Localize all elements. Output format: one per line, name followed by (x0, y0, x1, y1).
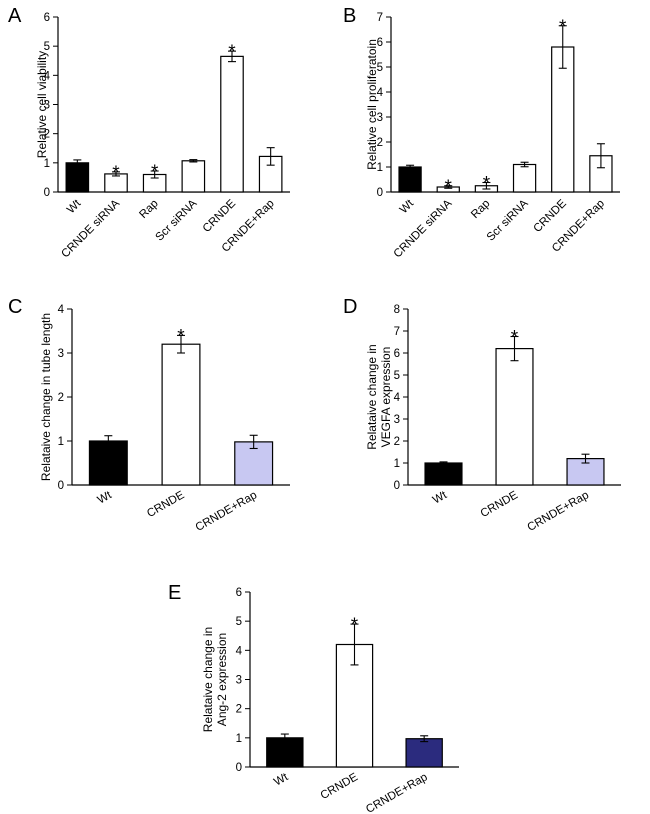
significance-star: * (511, 328, 519, 349)
x-tick-label-e-1: CRNDE (319, 771, 361, 802)
bar-a-4 (220, 55, 244, 193)
y-tick-label: 0 (377, 187, 383, 199)
x-tick-label-d-2: CRNDE+Rap (526, 489, 591, 534)
y-tick-label: 5 (394, 370, 400, 382)
panel-letter-a: A (8, 5, 22, 27)
y-tick-label: 2 (58, 392, 64, 404)
y-tick-label: 6 (44, 12, 50, 24)
bar-c-2 (234, 441, 274, 486)
significance-star: * (445, 177, 453, 198)
x-tick-label-c-1: CRNDE (145, 489, 187, 520)
bar-e-2 (405, 738, 443, 768)
y-tick-label: 3 (58, 348, 64, 360)
y-tick-label: 3 (236, 675, 242, 687)
y-tick-label: 5 (44, 41, 50, 53)
y-axis-label-line: Relataive change in (201, 627, 215, 732)
bar-c-1 (161, 343, 201, 486)
y-tick-label: 4 (44, 70, 51, 82)
bar-e-1 (335, 643, 374, 768)
y-tick-label: 0 (394, 480, 400, 492)
bar-b-0 (398, 166, 422, 193)
y-axis-label-e: Relataive change inAng-2 expression (201, 627, 229, 732)
panel-c: C 0 1 2 3 4 Relataive change in tube length Wt *… (8, 296, 290, 534)
y-axis-label-line: VEGFA expression (379, 347, 393, 448)
panel-b: B 0 1 2 3 4 5 6 7 Relative cell proliferatoin Wt * C… (343, 5, 620, 260)
significance-star: * (151, 162, 159, 183)
panel-letter-e: E (168, 582, 181, 604)
y-tick-label: 0 (58, 480, 64, 492)
panel-letter-c: C (8, 296, 22, 318)
y-tick-label: 1 (44, 158, 50, 170)
y-tick-label: 1 (394, 458, 400, 470)
y-axis-label-a: Relative cell viability (35, 51, 49, 158)
significance-star: * (483, 174, 491, 195)
y-tick-label: 1 (377, 162, 383, 174)
significance-star: * (112, 163, 120, 184)
x-tick-label-e-0: Wt (272, 771, 291, 789)
bar-b-3 (512, 163, 537, 193)
y-tick-label: 2 (236, 704, 242, 716)
y-tick-label: 6 (394, 348, 400, 360)
y-tick-label: 4 (377, 87, 384, 99)
significance-star: * (228, 42, 236, 63)
bar-a-3 (181, 160, 206, 193)
x-tick-label-b-2: Rap (469, 198, 492, 221)
significance-star: * (177, 326, 185, 347)
y-axis-label-b: Relative cell proliferatoin (365, 39, 379, 170)
bar-a-0 (65, 162, 90, 193)
y-tick-label: 1 (58, 436, 64, 448)
y-axis-label-c: Relataive change in tube length (39, 313, 53, 481)
y-tick-label: 4 (236, 645, 243, 657)
y-tick-label: 3 (394, 414, 400, 426)
bar-c-0 (88, 440, 128, 486)
y-axis-label-line: Relative cell viability (35, 51, 49, 158)
y-axis-label-line: Relative cell proliferatoin (365, 39, 379, 170)
y-tick-label: 4 (394, 392, 401, 404)
y-axis-label-line: Relataive change in tube length (39, 313, 53, 481)
x-tick-label-a-4: CRNDE (201, 197, 239, 235)
y-tick-label: 1 (236, 733, 242, 745)
y-tick-label: 8 (394, 304, 400, 316)
x-tick-label-e-2: CRNDE+Rap (364, 771, 429, 814)
y-tick-label: 6 (377, 37, 383, 49)
x-tick-label-d-0: Wt (431, 489, 450, 507)
x-tick-label-b-4: CRNDE (531, 197, 569, 235)
y-axis-label-line: Relataive change in (365, 344, 379, 449)
y-tick-label: 2 (377, 137, 383, 149)
y-tick-label: 2 (44, 129, 50, 141)
panel-letter-d: D (343, 296, 357, 318)
x-tick-label-a-0: Wt (65, 197, 84, 216)
x-tick-label-b-3: Scr siRNA (485, 197, 531, 243)
x-tick-label-c-0: Wt (96, 489, 115, 507)
y-tick-label: 6 (236, 587, 242, 599)
x-tick-label-c-2: CRNDE+Rap (194, 489, 259, 534)
y-tick-label: 0 (44, 187, 50, 199)
y-tick-label: 2 (394, 436, 400, 448)
x-tick-label-a-2: Rap (137, 198, 160, 221)
y-tick-label: 0 (236, 762, 242, 774)
y-tick-label: 5 (377, 62, 383, 74)
panel-d: D 0 1 2 3 4 5 6 7 8 Relataive change inVEGFA expre… (343, 296, 621, 534)
bar-d-1 (495, 348, 534, 486)
significance-star: * (559, 17, 567, 38)
x-tick-label-b-0: Wt (398, 197, 417, 216)
x-tick-label-a-3: Scr siRNA (153, 197, 199, 243)
bar-d-0 (424, 462, 463, 486)
y-tick-label: 5 (236, 616, 242, 628)
y-axis-label-line: Ang-2 expression (215, 633, 229, 726)
y-tick-label: 3 (377, 112, 383, 124)
bar-e-0 (266, 737, 304, 768)
panel-letter-b: B (343, 5, 356, 27)
y-tick-label: 3 (44, 100, 50, 112)
panel-e: E 0 1 2 3 4 5 6 Relataive change inAng-2 express… (168, 582, 459, 814)
y-axis-label-d: Relataive change inVEGFA expression (365, 344, 393, 449)
y-tick-label: 4 (58, 304, 65, 316)
x-tick-label-d-1: CRNDE (479, 489, 521, 520)
y-tick-label: 7 (394, 326, 400, 338)
y-tick-label: 7 (377, 12, 383, 24)
significance-star: * (351, 615, 359, 636)
bar-d-2 (566, 458, 605, 486)
